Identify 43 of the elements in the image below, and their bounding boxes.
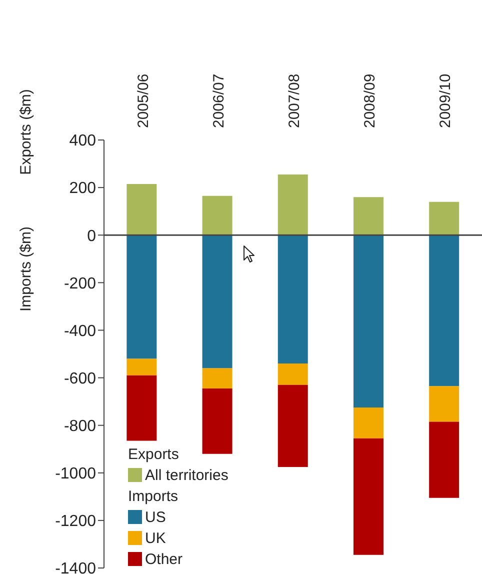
y-tick-label: 0 <box>87 228 96 245</box>
bar <box>202 368 232 388</box>
bar <box>202 235 232 368</box>
bar <box>202 388 232 454</box>
x-tick-label: 2007/08 <box>286 74 303 128</box>
bar <box>126 235 157 359</box>
bar <box>429 235 460 386</box>
y-tick-label: 200 <box>69 180 96 198</box>
bar <box>429 386 460 422</box>
y-tick-label: -1000 <box>55 466 96 483</box>
x-tick-label: 2009/10 <box>437 74 454 128</box>
text: Imports ($m) <box>18 226 34 312</box>
bar <box>429 422 460 498</box>
legend-label: All territories <box>144 466 228 486</box>
y-tick-label: 400 <box>69 132 96 150</box>
y-tick-label: -600 <box>64 370 96 388</box>
bar <box>278 364 308 385</box>
y-tick-label: -400 <box>64 322 96 340</box>
annotation: Imports <box>128 487 180 507</box>
bar <box>126 358 157 376</box>
bar <box>126 184 157 236</box>
x-tick-label: 2006/07 <box>210 74 228 128</box>
bar <box>278 174 308 236</box>
bar <box>353 235 384 408</box>
legend-label: US <box>144 508 167 528</box>
annotation: Exports <box>128 445 180 465</box>
y-tick-label: -1200 <box>55 513 96 530</box>
x-tick-label: 2005/06 <box>134 74 152 128</box>
bar <box>353 408 384 438</box>
y-tick-label: -200 <box>64 275 96 292</box>
y-tick-label: -1400 <box>55 560 96 574</box>
bar <box>429 202 460 236</box>
bar <box>278 384 308 467</box>
bar <box>126 375 157 441</box>
x-tick-label: 2008/09 <box>362 74 379 128</box>
legend-label: UK <box>144 529 167 549</box>
y-tick-label: -800 <box>64 418 96 436</box>
legend-label: Other <box>144 550 184 570</box>
bar <box>353 197 384 236</box>
bar <box>353 438 384 555</box>
bar <box>202 196 232 236</box>
y-axis-title: Exports ($m) <box>18 90 34 176</box>
bar <box>278 235 308 364</box>
